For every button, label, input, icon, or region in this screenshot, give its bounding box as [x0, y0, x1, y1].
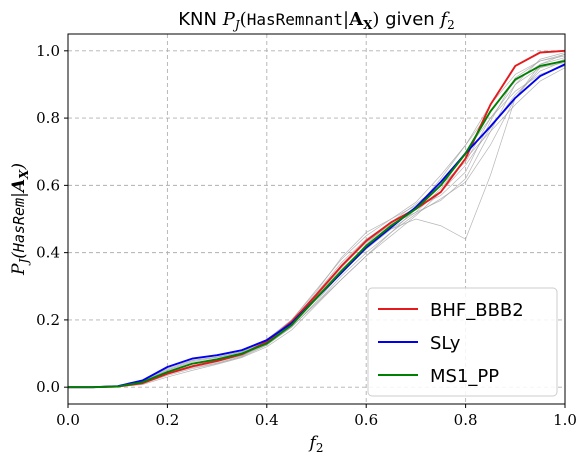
- y-tick-label: 0.8: [36, 109, 60, 127]
- x-tick-label: 0.0: [56, 411, 80, 429]
- background-curve: [68, 67, 566, 388]
- plot-frame: [67, 33, 566, 405]
- legend-label: SLy: [430, 333, 461, 354]
- chart-title: KNN PJ(HasRemnant|AX) given f2: [178, 9, 454, 32]
- y-tick-label: 0.0: [36, 378, 60, 396]
- axis-ticks: 0.0 0.2 0.4 0.6 0.8 1.0 0.0 0.2 0.4 0.6 0.8 1.0: [36, 42, 577, 429]
- y-tick-label: 0.4: [36, 244, 60, 262]
- series-line-ms1-pp: [68, 59, 566, 389]
- series-line-bhf-bbb2: [68, 49, 566, 389]
- x-tick-label: 1.0: [553, 411, 577, 429]
- legend-label: MS1_PP: [430, 366, 499, 387]
- legend-box: [367, 287, 558, 397]
- x-tick-label: 0.8: [454, 411, 478, 429]
- legend: BHF_BBB2 SLy MS1_PP: [367, 287, 558, 397]
- x-tick-label: 0.4: [255, 411, 279, 429]
- x-tick-label: 0.2: [155, 411, 179, 429]
- x-axis-label: f2: [308, 433, 324, 455]
- y-tick-label: 0.2: [36, 311, 60, 329]
- series-lines: [68, 49, 566, 389]
- y-axis-label: PJ(HasRem|AX): [9, 163, 31, 276]
- y-tick-label: 0.6: [36, 176, 60, 194]
- x-tick-label: 0.6: [354, 411, 378, 429]
- legend-label: BHF_BBB2: [430, 300, 524, 321]
- y-tick-label: 1.0: [36, 42, 60, 60]
